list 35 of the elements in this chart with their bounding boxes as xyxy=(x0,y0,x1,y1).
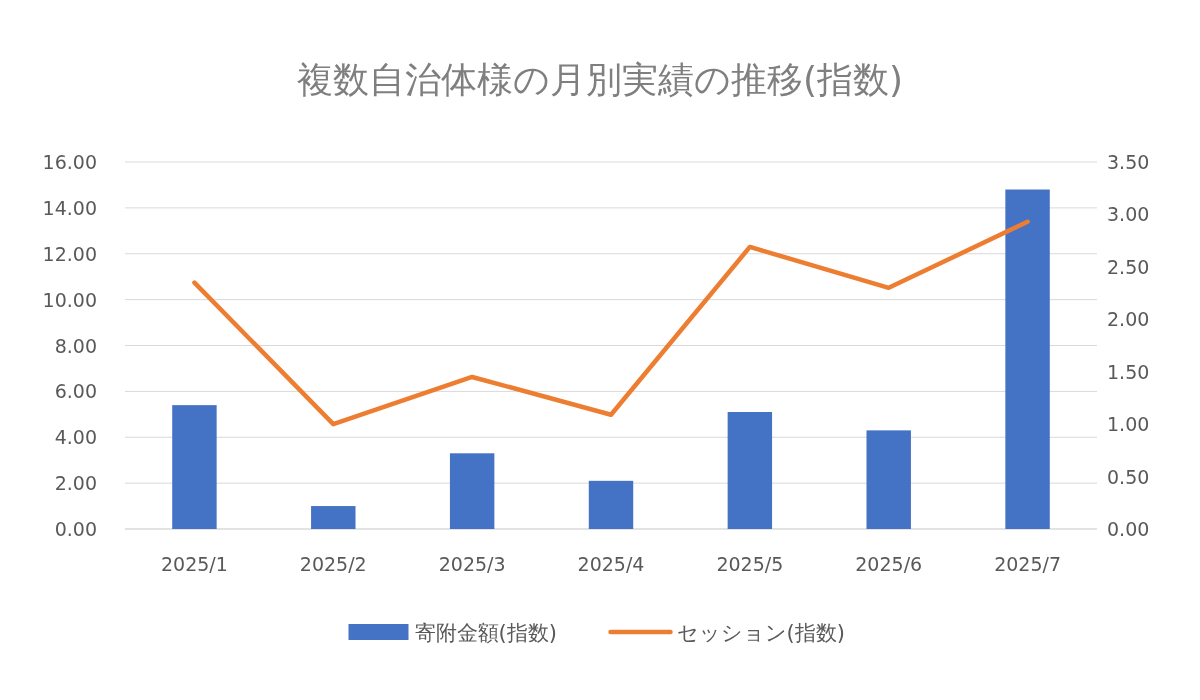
chart-title: 複数自治体様の月別実績の推移(指数) xyxy=(296,59,904,100)
y-tick-label: 6.00 xyxy=(54,380,97,403)
y2-tick-label: 1.50 xyxy=(1107,360,1150,383)
y-tick-label: 10.00 xyxy=(42,288,97,311)
bar xyxy=(1005,189,1050,529)
bar xyxy=(588,480,634,529)
y2-tick-label: 2.50 xyxy=(1107,255,1150,278)
y-tick-label: 14.00 xyxy=(42,196,97,219)
y-tick-label: 2.00 xyxy=(54,472,97,495)
x-tick-label: 2025/1 xyxy=(161,553,228,575)
y2-tick-label: 1.00 xyxy=(1107,413,1150,436)
y-tick-label: 4.00 xyxy=(54,426,97,449)
bar xyxy=(449,453,495,529)
y-tick-label: 12.00 xyxy=(42,242,97,265)
y-tick-label: 16.00 xyxy=(42,151,97,173)
bar xyxy=(866,430,911,529)
x-tick-label: 2025/3 xyxy=(438,553,506,575)
y2-tick-label: 3.00 xyxy=(1107,203,1150,226)
legend-label: セッション(指数) xyxy=(676,621,845,645)
bar xyxy=(172,405,217,529)
bar xyxy=(727,412,773,529)
y2-tick-label: 0.50 xyxy=(1107,465,1150,488)
x-tick-label: 2025/6 xyxy=(855,553,923,575)
y2-tick-label: 0.00 xyxy=(1107,518,1150,540)
y2-tick-label: 2.00 xyxy=(1107,308,1150,331)
bar xyxy=(311,506,356,529)
y-tick-label: 8.00 xyxy=(54,334,97,357)
x-tick-label: 2025/7 xyxy=(994,553,1061,575)
line-series xyxy=(192,219,1030,427)
y-tick-label: 0.00 xyxy=(54,518,97,540)
x-tick-label: 2025/5 xyxy=(716,553,784,575)
x-tick-label: 2025/4 xyxy=(577,553,645,575)
y2-tick-label: 3.50 xyxy=(1107,151,1150,173)
x-tick-label: 2025/2 xyxy=(299,553,367,575)
legend-label: 寄附金額(指数) xyxy=(414,621,557,645)
